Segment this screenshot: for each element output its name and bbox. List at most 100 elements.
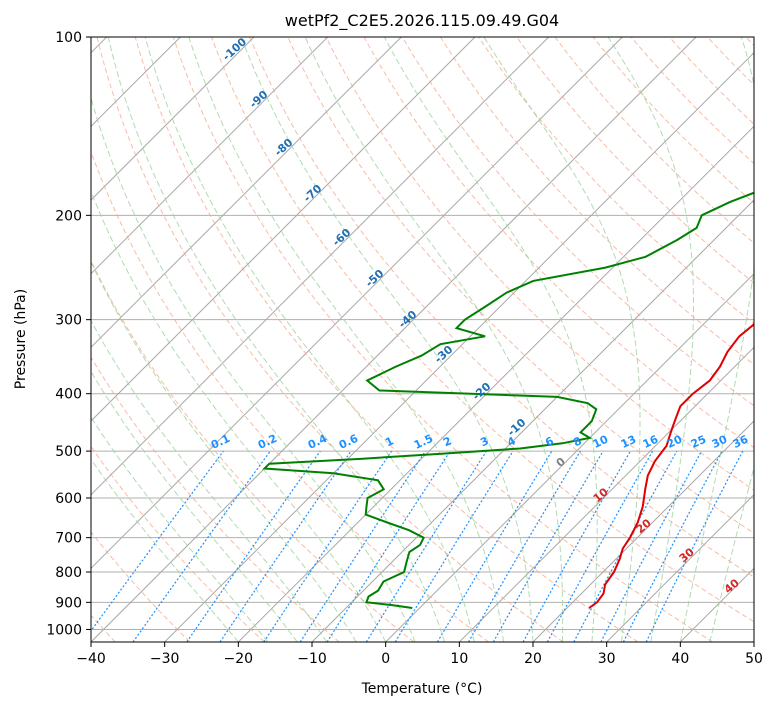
mixing-ratio-label: 20 [665,433,685,451]
dry-adiabat [363,37,754,449]
mixing-ratio-line [467,450,581,642]
isotherm [91,37,255,201]
mixing-ratio-line [219,450,352,642]
dry-adiabat [211,37,754,623]
isotherm [91,37,550,496]
mixing-ratio-line [436,450,553,642]
y-tick-label: 700 [55,531,82,547]
mixing-ratio-label: 0.4 [306,432,329,452]
mixing-ratio-line [492,450,604,642]
mixing-ratio-label: 36 [731,433,751,451]
dry-adiabat [745,37,754,47]
moist-adiabat [679,37,754,642]
dry-adiabat [91,259,415,642]
isotherm [91,37,402,349]
dry-adiabat [134,37,639,642]
moist-adiabat [91,370,298,642]
mixing-ratio-line [186,450,321,642]
y-tick-label: 300 [55,313,82,329]
mixing-ratio-line [394,450,514,642]
moist-adiabat [383,37,598,642]
isotherm [91,37,697,642]
dry-adiabat [91,445,265,642]
dry-adiabat [287,37,754,534]
moist-adiabat [107,37,446,642]
y-tick-label: 200 [55,208,82,224]
mixing-ratio-label: 0.6 [337,432,360,452]
mixing-ratio-label: 2 [441,434,453,449]
x-tick-label: 0 [381,651,390,667]
temperature-profile [588,322,754,609]
moist-adiabat [607,37,694,642]
dry-adiabat [630,37,754,165]
plot-area [91,37,754,642]
x-tick-label: 10 [450,651,468,667]
skewed-isotherms [91,37,754,642]
isotherm [606,493,754,642]
mixing-ratio-line [91,450,224,632]
dry-adiabat [172,37,713,642]
isotherm [458,346,754,642]
x-tick-label: 50 [745,651,763,667]
mixing-ratio-line [522,450,632,642]
mixing-ratio-lines [91,450,744,642]
isotherm [311,199,754,642]
x-tick-label: 40 [671,651,689,667]
mixing-ratio-label: 30 [710,433,730,451]
y-axis: 100 200 300 400 500 600 700 800 900 1000 [46,30,91,638]
dry-adiabat [707,37,754,86]
isotherm [532,420,754,642]
moist-adiabat [483,37,641,642]
reference-line-labels: -100-90-80-70-60-50-40-30-20-100.1 0.2 0.4… [209,35,751,596]
dry-adiabat [439,37,754,366]
isotherm [91,37,476,422]
mixing-ratio-label: 1 [383,434,395,449]
plot-frame [90,36,755,643]
dry-adiabat-label: -100 [220,35,249,63]
isotherm [91,37,329,275]
mixing-ratio-line [573,450,678,642]
dry-adiabat [401,37,754,407]
moist-adiabat-label: 10 [591,485,611,505]
dry-adiabat [96,37,564,642]
dry-adiabat [249,37,754,578]
mixing-ratio-line [299,450,426,642]
moist-adiabat [91,458,239,642]
mixing-ratio-label: 3 [478,434,490,449]
mixing-ratio-label: 16 [641,433,661,451]
moist-adiabat [91,260,357,642]
y-tick-label: 600 [55,491,82,507]
moist-adiabat [240,37,534,642]
mixing-ratio-label: 6 [543,434,556,449]
mixing-ratio-label: 25 [689,433,708,451]
sounding-series [262,191,754,609]
x-axis-label: Temperature (°C) [361,681,483,697]
dewpoint-profile [262,191,754,609]
dry-adiabat [91,356,340,642]
mixing-ratio-label: 0.2 [256,432,279,452]
dry-adiabat [325,37,754,491]
y-tick-label: 900 [55,595,82,611]
moist-adiabat [91,416,269,642]
dry-adiabat-label: -70 [301,182,325,205]
mixing-ratio-label: 13 [619,433,638,451]
dry-adiabat [554,37,754,244]
moist-adiabat [91,96,416,642]
dry-adiabat [592,37,754,204]
x-axis: −40 −30 −20 −10 0 10 20 30 40 50 [76,642,763,667]
mixing-ratio-line [326,450,451,642]
dry-adiabats [91,37,754,642]
y-tick-label: 400 [55,387,82,403]
moist-adiabat [709,465,754,642]
x-tick-label: 20 [524,651,542,667]
dry-adiabat-label: -60 [330,226,354,249]
dry-adiabat-label: -50 [363,267,387,290]
chart-title: wetPf2_C2E5.2026.115.09.49.G04 [285,11,559,31]
isotherm [385,272,754,642]
moist-adiabat [144,37,475,642]
y-axis-label: Pressure (hPa) [13,289,29,389]
dry-adiabat [478,37,754,325]
dry-adiabat-label: -20 [470,380,494,403]
moist-adiabat [304,37,564,642]
mixing-ratio-line [132,450,271,642]
